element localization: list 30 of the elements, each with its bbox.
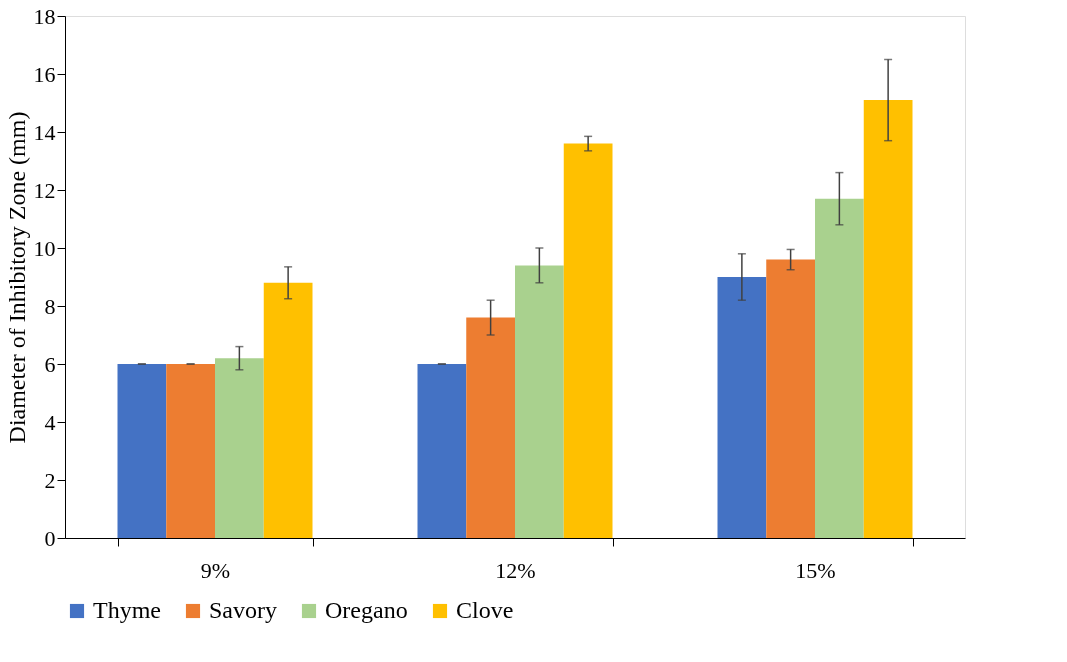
legend-label: Thyme (93, 597, 161, 623)
bar (117, 364, 167, 538)
y-tick-label: 14 (33, 119, 56, 145)
x-tick-label: 15% (795, 557, 836, 583)
y-tick-label: 12 (33, 177, 56, 203)
y-tick-label: 4 (44, 409, 56, 435)
bar (215, 358, 264, 538)
y-axis-title: Diameter of Inhibitory Zone (mm) (3, 111, 30, 444)
bar (166, 364, 215, 538)
y-tick-label: 8 (44, 293, 56, 319)
y-tick-label: 2 (44, 467, 56, 493)
bar (717, 277, 767, 538)
bar (863, 100, 913, 538)
bar (515, 265, 564, 538)
bar (815, 198, 864, 538)
y-tick-label: 10 (33, 235, 56, 261)
y-tick-label: 16 (33, 61, 56, 87)
x-tick-label: 12% (495, 557, 536, 583)
y-tick-label: 18 (33, 3, 56, 29)
y-tick-label: 6 (44, 351, 56, 377)
bar (466, 317, 515, 538)
bar (263, 282, 313, 538)
bar (766, 259, 815, 538)
legend-label: Savory (209, 597, 277, 623)
legend-label: Oregano (325, 597, 408, 623)
x-tick-label: 9% (200, 557, 231, 583)
legend-label: Clove (456, 597, 514, 623)
bar (563, 143, 613, 538)
bar (417, 364, 467, 538)
y-tick-label: 0 (44, 525, 56, 551)
